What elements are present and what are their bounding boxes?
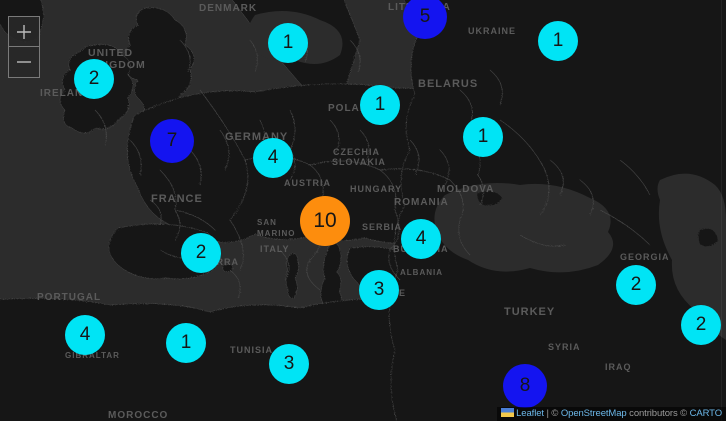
svg-text:HUNGARY: HUNGARY (350, 184, 402, 194)
svg-text:MARINO: MARINO (257, 229, 295, 238)
svg-text:SLOVAKIA: SLOVAKIA (332, 157, 386, 167)
svg-text:TUNISIA: TUNISIA (230, 345, 273, 355)
svg-text:SERBIA: SERBIA (362, 222, 402, 232)
svg-text:MOLDOVA: MOLDOVA (437, 184, 494, 195)
svg-text:FRANCE: FRANCE (151, 193, 203, 205)
svg-text:CZECHIA: CZECHIA (333, 147, 380, 157)
svg-text:GEORGIA: GEORGIA (620, 252, 670, 262)
svg-text:UNITED: UNITED (88, 47, 133, 59)
svg-text:SYRIA: SYRIA (548, 342, 581, 352)
svg-text:PORTUGAL: PORTUGAL (37, 292, 101, 303)
svg-text:ROMANIA: ROMANIA (394, 197, 449, 208)
svg-text:IRAQ: IRAQ (605, 362, 632, 372)
svg-text:DENMARK: DENMARK (199, 3, 257, 14)
svg-text:BELARUS: BELARUS (418, 78, 478, 90)
svg-text:ALBANIA: ALBANIA (400, 268, 443, 277)
svg-text:TURKEY: TURKEY (504, 306, 555, 318)
svg-text:MOROCCO: MOROCCO (108, 410, 168, 421)
svg-text:UKRAINE: UKRAINE (468, 26, 516, 36)
svg-text:SAN: SAN (257, 218, 277, 227)
svg-text:ITALY: ITALY (260, 244, 290, 254)
svg-text:AUSTRIA: AUSTRIA (284, 178, 331, 188)
